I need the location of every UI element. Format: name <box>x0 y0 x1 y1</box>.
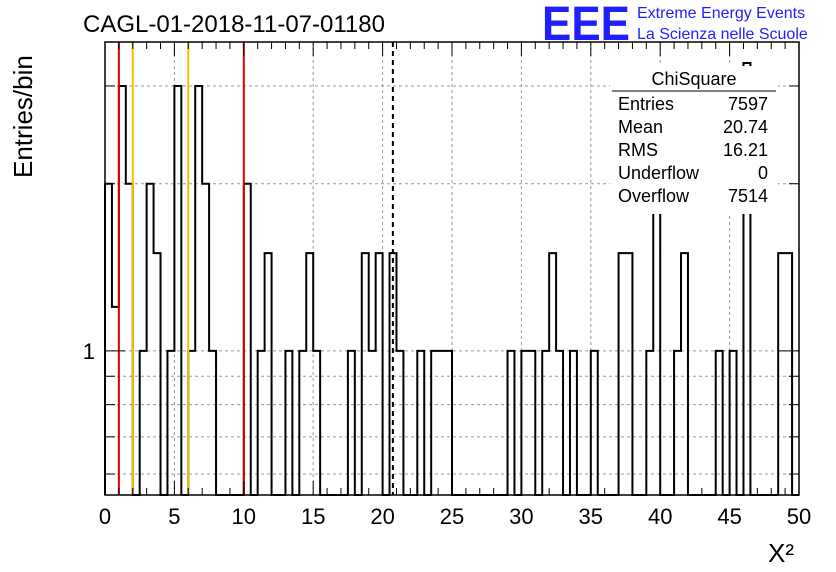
x-tick-label: 5 <box>168 504 180 529</box>
eee-logo: EEE <box>542 0 630 51</box>
vertical-marker-lines <box>117 42 394 495</box>
x-tick-label: 50 <box>787 504 811 529</box>
y-tick-label: 1 <box>83 339 95 364</box>
stats-label-underflow: Underflow <box>618 163 700 183</box>
x-tick-labels: 0 5 10 15 20 25 30 35 40 45 50 <box>99 504 811 529</box>
logo-line-2: La Scienza nelle Scuole <box>637 26 808 43</box>
stats-value-underflow: 0 <box>758 163 768 183</box>
stats-label-entries: Entries <box>618 94 674 114</box>
y-axis-label: Entries/bin <box>8 55 38 178</box>
x-axis-label: X² <box>768 538 794 568</box>
x-tick-label: 35 <box>579 504 603 529</box>
x-tick-label: 0 <box>99 504 111 529</box>
x-tick-label: 45 <box>717 504 741 529</box>
stats-label-rms: RMS <box>618 140 658 160</box>
x-tick-label: 15 <box>301 504 325 529</box>
stats-label-overflow: Overflow <box>618 186 690 206</box>
x-tick-label: 40 <box>648 504 672 529</box>
y-tick-labels: 1 <box>83 339 95 364</box>
stats-box: ChiSquare Entries 7597 Mean 20.74 RMS 16… <box>610 66 778 214</box>
stats-label-mean: Mean <box>618 117 663 137</box>
logo-line-1: Extreme Energy Events <box>637 5 805 22</box>
x-tick-label: 20 <box>370 504 394 529</box>
stats-value-entries: 7597 <box>728 94 768 114</box>
chart-title: CAGL-01-2018-11-07-01180 <box>83 11 385 38</box>
stats-value-rms: 16.21 <box>723 140 768 160</box>
x-tick-label: 30 <box>509 504 533 529</box>
stats-value-overflow: 7514 <box>728 186 768 206</box>
axis-ticks <box>104 42 800 495</box>
x-tick-label: 10 <box>232 504 256 529</box>
grid-lines <box>105 42 799 495</box>
stats-box-title: ChiSquare <box>651 69 736 89</box>
x-tick-label: 25 <box>440 504 464 529</box>
stats-value-mean: 20.74 <box>723 117 768 137</box>
